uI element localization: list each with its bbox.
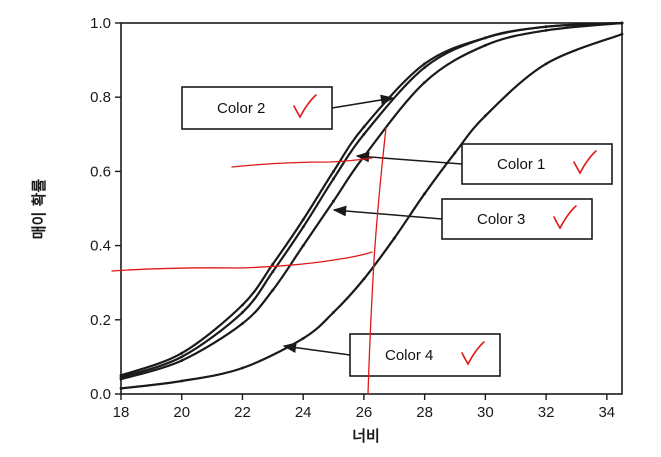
x-tick-label: 26 bbox=[356, 404, 373, 421]
data-point-color-1-9 bbox=[544, 25, 548, 29]
callout-label: Color 4 bbox=[385, 347, 433, 364]
data-point-color-4-7 bbox=[423, 192, 426, 196]
callout-color-2: Color 2 bbox=[181, 86, 395, 130]
data-point-color-3-3 bbox=[271, 288, 275, 292]
data-point-color-3-7 bbox=[423, 81, 426, 84]
callout-label: Color 2 bbox=[217, 100, 265, 117]
handwritten-marks bbox=[111, 127, 387, 395]
callout-arrow bbox=[282, 342, 351, 356]
x-tick-label: 24 bbox=[295, 404, 312, 421]
data-point-color-3-1 bbox=[180, 359, 184, 362]
data-point-color-4-4 bbox=[332, 311, 335, 314]
callout-arrow bbox=[355, 151, 463, 165]
x-tick-label: 28 bbox=[416, 404, 433, 421]
x-tick-label: 30 bbox=[477, 404, 494, 421]
x-tick-label: 32 bbox=[538, 404, 555, 421]
data-point-color-1-4 bbox=[301, 225, 305, 229]
y-tick-label: 0.8 bbox=[90, 89, 111, 106]
callout-color-3: Color 3 bbox=[332, 198, 593, 240]
callout-label: Color 3 bbox=[477, 211, 525, 228]
x-tick-label: 34 bbox=[598, 404, 615, 421]
callout-box bbox=[181, 86, 333, 130]
data-point-color-3-5 bbox=[332, 199, 335, 203]
data-point-color-4-9 bbox=[484, 114, 487, 118]
data-point-color-4-2 bbox=[241, 366, 244, 370]
data-point-color-2-7 bbox=[423, 62, 426, 66]
data-point-color-1-8 bbox=[484, 36, 487, 40]
callout-label: Color 1 bbox=[497, 156, 545, 173]
x-axis-title: 너비 bbox=[352, 427, 380, 445]
data-point-color-2-1 bbox=[180, 351, 184, 355]
series-line-color-3 bbox=[120, 21, 623, 381]
data-point-color-2-5 bbox=[332, 170, 335, 173]
pen-stroke-vertical bbox=[367, 127, 387, 395]
y-tick-label: 0.6 bbox=[90, 163, 111, 180]
callout-arrow bbox=[332, 205, 443, 220]
data-point-color-4-5 bbox=[362, 277, 366, 281]
data-point-color-4-3 bbox=[301, 337, 305, 340]
pen-stroke-upper bbox=[231, 157, 373, 168]
y-tick-label: 1.0 bbox=[90, 15, 111, 32]
check-mark-icon bbox=[573, 150, 597, 175]
x-tick-label: 22 bbox=[234, 404, 251, 421]
data-point-color-2-6 bbox=[362, 125, 366, 129]
x-tick-label: 20 bbox=[173, 404, 190, 421]
data-point-color-1-7 bbox=[423, 66, 426, 69]
callout-color-1: Color 1 bbox=[355, 143, 613, 185]
y-tick-label: 0.2 bbox=[90, 312, 111, 329]
data-point-color-2-3 bbox=[271, 262, 275, 266]
x-tick-label: 18 bbox=[113, 404, 130, 421]
data-point-color-4-1 bbox=[180, 379, 184, 383]
data-point-color-1-5 bbox=[332, 177, 335, 181]
check-mark-icon bbox=[461, 341, 485, 366]
callout-box bbox=[461, 143, 613, 185]
data-point-color-3-4 bbox=[301, 244, 305, 248]
data-point-color-2-2 bbox=[241, 303, 244, 307]
data-point-color-2-4 bbox=[301, 218, 305, 222]
plot-frame bbox=[120, 22, 623, 395]
y-tick-label: 0.0 bbox=[90, 386, 111, 403]
check-mark-icon bbox=[293, 94, 317, 119]
data-point-color-1-3 bbox=[271, 270, 275, 273]
callout-color-4: Color 4 bbox=[282, 333, 501, 377]
pen-stroke-lower bbox=[111, 251, 373, 272]
data-point-color-3-9 bbox=[544, 29, 548, 32]
data-point-color-1-6 bbox=[362, 132, 366, 136]
callout-box bbox=[441, 198, 593, 240]
data-point-color-3-8 bbox=[484, 43, 487, 47]
data-point-color-4-10 bbox=[544, 62, 548, 66]
y-axis-title: 매이 확률 bbox=[30, 179, 48, 240]
data-point-color-4-8 bbox=[453, 151, 457, 155]
data-point-color-1-1 bbox=[180, 355, 184, 359]
data-point-color-1-2 bbox=[241, 311, 244, 314]
data-point-color-4-6 bbox=[392, 236, 396, 240]
callout-arrow bbox=[331, 94, 395, 109]
y-tick-label: 0.4 bbox=[90, 238, 111, 255]
check-mark-icon bbox=[553, 205, 577, 230]
data-point-color-3-2 bbox=[241, 322, 244, 325]
